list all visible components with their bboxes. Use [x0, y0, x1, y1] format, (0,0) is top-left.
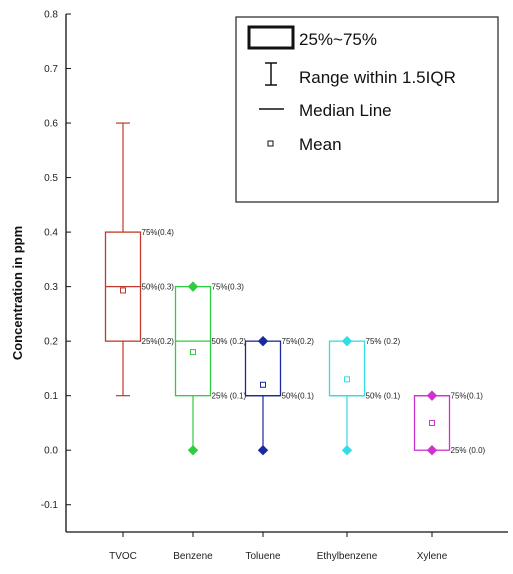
quartile-annotation: 75%(0.4)	[142, 228, 175, 237]
quartile-annotation: 25%(0.2)	[142, 337, 175, 346]
whisker-marker-lower	[341, 445, 353, 456]
whisker-marker-lower	[187, 445, 199, 456]
legend-entry-mean: Mean	[299, 135, 342, 154]
y-axis-ticks: -0.1 0.0 0.1 0.2 0.3 0.4 0.5 0.6 0.7 0.8	[41, 10, 71, 511]
axes	[65, 14, 508, 533]
y-tick-label: 0.2	[44, 337, 58, 348]
x-tick-label: Benzene	[173, 551, 213, 562]
quartile-annotation: 75%(0.3)	[212, 283, 245, 292]
y-tick-label: 0.8	[44, 10, 58, 21]
y-tick-label: 0.5	[44, 173, 58, 184]
mean-marker	[344, 376, 350, 383]
box-ethylbenzene: 75% (0.2) 50% (0.1)	[328, 335, 401, 456]
x-tick-label: Ethylbenzene	[317, 551, 378, 562]
y-tick-label: 0.3	[44, 282, 58, 293]
mean-marker	[120, 287, 126, 294]
legend-entry-box: 25%~75%	[299, 30, 377, 49]
legend-box-swatch	[247, 25, 295, 50]
mean-marker	[429, 419, 435, 426]
legend-entry-median: Median Line	[299, 101, 392, 120]
mean-marker	[260, 381, 266, 388]
legend-mean-marker	[267, 140, 274, 147]
quartile-annotation: 25% (0.0)	[451, 446, 486, 455]
box-benzene: 75%(0.3) 50% (0.2) 25% (0.1)	[174, 281, 247, 456]
y-tick-label: 0.0	[44, 446, 58, 457]
y-tick-label: -0.1	[41, 500, 59, 511]
whisker-marker-lower	[257, 445, 269, 456]
legend-range-icon	[265, 62, 277, 86]
x-tick-label: Toluene	[245, 551, 280, 562]
legend: 25%~75% Range within 1.5IQR Median Line …	[235, 16, 499, 203]
y-tick-label: 0.7	[44, 64, 58, 75]
quartile-annotation: 50% (0.2)	[212, 337, 247, 346]
box-xylene: 75%(0.1) 25% (0.0)	[413, 390, 486, 456]
y-tick-label: 0.4	[44, 228, 58, 239]
quartile-annotation: 50% (0.1)	[366, 392, 401, 401]
box-toluene: 75%(0.2) 50%(0.1)	[244, 335, 315, 456]
boxes: 75%(0.4) 50%(0.3) 25%(0.2) 75%(0.3) 50% (0.2…	[104, 122, 486, 456]
quartile-annotation: 75% (0.2)	[366, 337, 401, 346]
y-tick-label: 0.6	[44, 119, 58, 130]
quartile-annotation: 75%(0.1)	[451, 392, 484, 401]
y-tick-label: 0.1	[44, 391, 58, 402]
x-axis-labels: TVOC Benzene Toluene Ethylbenzene Xylene	[109, 532, 448, 562]
quartile-annotation: 50%(0.3)	[142, 283, 175, 292]
x-tick-label: Xylene	[417, 551, 448, 562]
quartile-annotation: 75%(0.2)	[282, 337, 315, 346]
y-axis-label: Concentration in ppm	[10, 226, 25, 360]
quartile-annotation: 50%(0.1)	[282, 392, 315, 401]
x-tick-label: TVOC	[109, 551, 137, 562]
legend-entry-range: Range within 1.5IQR	[299, 68, 456, 87]
mean-marker	[190, 349, 196, 356]
box-tvoc: 75%(0.4) 50%(0.3) 25%(0.2)	[104, 122, 175, 397]
quartile-annotation: 25% (0.1)	[212, 392, 247, 401]
iqr-box	[328, 340, 366, 397]
